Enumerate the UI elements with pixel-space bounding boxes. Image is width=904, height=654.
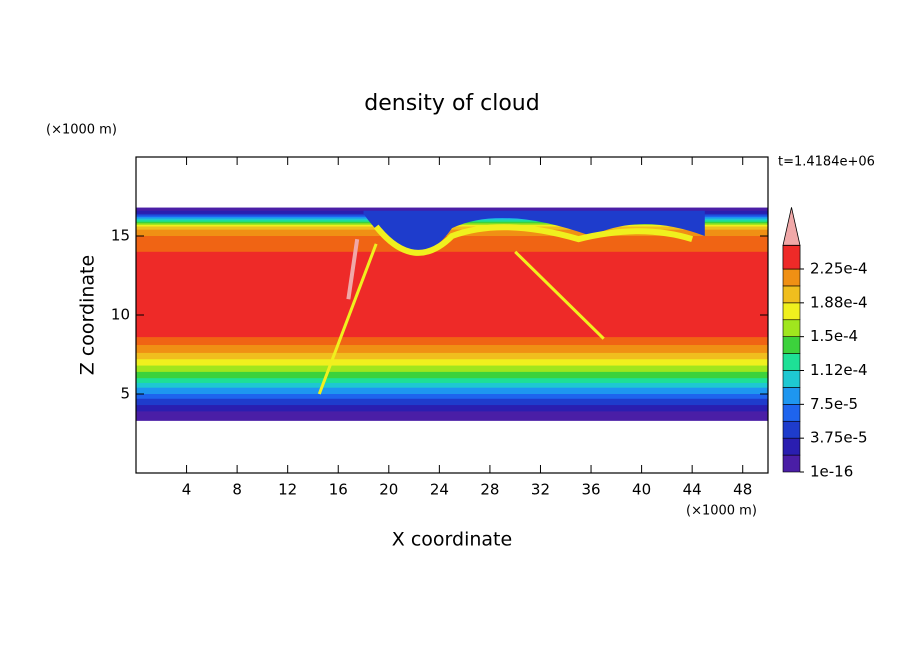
colorbar-tick-label: 2.25e-4 bbox=[810, 260, 868, 278]
plume bbox=[514, 250, 605, 340]
colorbar-tick-label: 1e-16 bbox=[810, 463, 853, 481]
colorbar-band bbox=[782, 319, 801, 337]
y-tick-label: 15 bbox=[111, 227, 130, 245]
y-axis-label: Z coordinate bbox=[77, 255, 99, 375]
contour-band bbox=[136, 251, 768, 338]
x-tick-label: 40 bbox=[632, 481, 651, 499]
y-unit: (×1000 m) bbox=[46, 123, 117, 138]
x-tick-label: 12 bbox=[278, 481, 297, 499]
colorbar-band bbox=[782, 336, 801, 354]
colorbar-band bbox=[782, 454, 801, 473]
x-tick-label: 36 bbox=[581, 481, 600, 499]
x-tick-label: 20 bbox=[379, 481, 398, 499]
x-axis-label: X coordinate bbox=[392, 529, 512, 551]
colorbar-tick-label: 3.75e-5 bbox=[810, 429, 868, 447]
time-label: t=1.4184e+06 bbox=[778, 155, 875, 170]
colorbar-band bbox=[782, 302, 801, 321]
contour-band bbox=[363, 210, 705, 253]
y-tick-label: 10 bbox=[111, 306, 130, 324]
colorbar-band bbox=[782, 370, 801, 388]
contour-band bbox=[373, 224, 694, 256]
x-tick-label: 28 bbox=[480, 481, 499, 499]
colorbar-band bbox=[782, 353, 801, 371]
contour-field bbox=[136, 207, 768, 421]
y-tick-label: 5 bbox=[120, 385, 130, 403]
x-tick-label: 24 bbox=[430, 481, 449, 499]
colorbar-band bbox=[782, 387, 801, 405]
chart-title: density of cloud bbox=[364, 91, 539, 116]
colorbar-band bbox=[782, 420, 801, 439]
x-tick-label: 4 bbox=[182, 481, 192, 499]
colorbar-tick-label: 1.12e-4 bbox=[810, 361, 868, 379]
plume bbox=[317, 243, 378, 395]
colorbar-band bbox=[782, 404, 801, 422]
x-unit: (×1000 m) bbox=[686, 504, 757, 519]
colorbar-band bbox=[782, 268, 801, 287]
colorbar-band bbox=[782, 245, 801, 270]
colorbar-extend bbox=[782, 207, 801, 246]
colorbar-band bbox=[782, 437, 801, 456]
colorbar-tick-label: 1.5e-4 bbox=[810, 327, 858, 345]
colorbar-band bbox=[782, 285, 801, 304]
x-tick-label: 32 bbox=[531, 481, 550, 499]
colorbar-tick-label: 1.88e-4 bbox=[810, 293, 868, 311]
plume bbox=[346, 238, 360, 300]
colorbar-tick-label: 7.5e-5 bbox=[810, 395, 858, 413]
x-tick-label: 44 bbox=[683, 481, 702, 499]
x-tick-label: 48 bbox=[733, 481, 752, 499]
x-tick-label: 16 bbox=[329, 481, 348, 499]
x-tick-label: 8 bbox=[232, 481, 242, 499]
